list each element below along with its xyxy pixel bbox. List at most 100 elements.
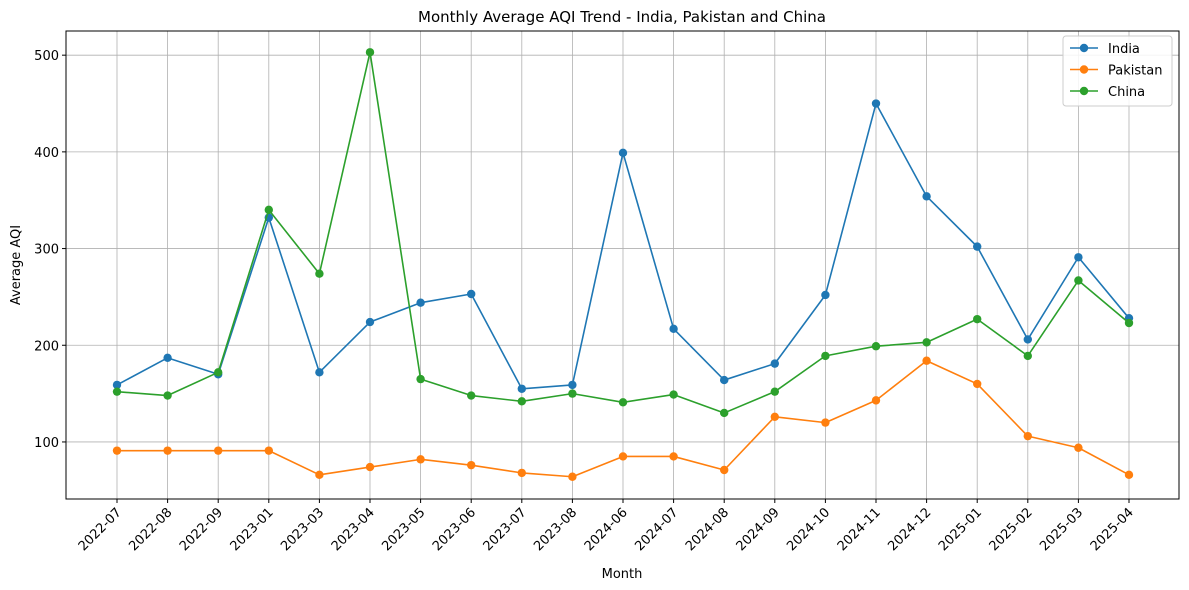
x-tick-label: 2024-11 xyxy=(835,505,884,554)
data-point-pakistan xyxy=(214,446,223,455)
y-axis: 100 200 300 400 500 xyxy=(34,49,66,451)
data-point-pakistan xyxy=(770,412,779,422)
data-point-china xyxy=(1023,351,1032,361)
x-tick-label: 2023-07 xyxy=(481,505,530,554)
data-point-india xyxy=(871,99,881,108)
data-point-india xyxy=(365,317,375,327)
x-tick-label: 2022-09 xyxy=(177,505,226,554)
x-tick-label: 2025-03 xyxy=(1037,505,1086,554)
series-china xyxy=(112,48,1134,418)
data-point-china xyxy=(1124,318,1134,328)
x-tick-label: 2024-08 xyxy=(683,505,732,554)
legend: India Pakistan China xyxy=(1062,35,1173,107)
x-tick-label: 2023-04 xyxy=(329,505,378,554)
data-point-india xyxy=(770,359,779,368)
data-point-china xyxy=(365,48,375,57)
data-point-pakistan xyxy=(264,446,273,455)
data-point-pakistan xyxy=(1023,431,1032,441)
x-tick-label: 2025-01 xyxy=(936,505,985,554)
x-tick-label: 2024-12 xyxy=(885,505,934,554)
data-point-china xyxy=(1074,276,1083,285)
data-point-india xyxy=(112,380,122,390)
data-point-china xyxy=(973,314,982,324)
chart-title: Monthly Average AQI Trend - India, Pakis… xyxy=(418,8,826,26)
data-point-china xyxy=(669,390,678,399)
data-point-pakistan xyxy=(720,465,729,475)
x-tick-label: 2025-02 xyxy=(987,505,1036,554)
legend-label: India xyxy=(1108,42,1140,57)
legend-item-china: China xyxy=(1070,85,1145,100)
x-tick-label: 2024-09 xyxy=(734,505,783,554)
x-tick-label: 2022-07 xyxy=(76,505,125,554)
data-point-pakistan xyxy=(669,452,678,461)
data-point-china xyxy=(416,374,425,384)
legend-swatch-marker xyxy=(1079,43,1089,53)
data-point-india xyxy=(922,192,931,201)
data-point-pakistan xyxy=(416,455,425,464)
data-point-pakistan xyxy=(922,356,931,365)
data-point-china xyxy=(770,387,779,396)
data-point-india xyxy=(618,148,628,158)
y-tick-label: 200 xyxy=(34,339,59,354)
data-point-pakistan xyxy=(467,460,476,470)
plot-frame xyxy=(65,30,1180,500)
data-point-china xyxy=(568,389,577,398)
y-tick-label: 500 xyxy=(34,49,59,64)
data-point-india xyxy=(568,380,577,390)
data-point-china xyxy=(163,391,172,400)
data-point-pakistan xyxy=(618,452,628,461)
legend-swatch-marker xyxy=(1079,86,1089,96)
data-point-pakistan xyxy=(1124,470,1134,480)
data-point-pakistan xyxy=(163,446,172,455)
data-point-china xyxy=(922,338,931,347)
y-tick-label: 300 xyxy=(34,243,59,258)
data-point-china xyxy=(821,351,830,361)
data-point-india xyxy=(416,298,425,307)
data-point-china xyxy=(467,391,476,400)
data-point-india xyxy=(973,242,982,251)
data-point-pakistan xyxy=(112,446,122,455)
x-tick-label: 2024-07 xyxy=(632,505,681,554)
legend-item-pakistan: Pakistan xyxy=(1070,64,1162,79)
legend-label: Pakistan xyxy=(1108,64,1162,79)
series-pakistan xyxy=(112,356,1134,481)
x-tick-label: 2024-06 xyxy=(582,505,631,554)
data-point-pakistan xyxy=(871,396,881,405)
data-point-india xyxy=(720,375,729,385)
y-axis-label: Average AQI xyxy=(9,225,24,305)
data-point-pakistan xyxy=(568,472,577,481)
data-point-pakistan xyxy=(315,470,324,480)
x-axis-label: Month xyxy=(602,567,643,582)
x-tick-label: 2023-06 xyxy=(430,505,479,554)
y-tick-label: 100 xyxy=(34,436,59,451)
data-point-china xyxy=(214,368,223,377)
x-tick-label: 2024-10 xyxy=(784,505,833,554)
data-point-china xyxy=(517,397,526,406)
data-point-india xyxy=(517,384,526,393)
x-tick-label: 2023-03 xyxy=(278,505,327,554)
legend-item-india: India xyxy=(1070,42,1140,57)
data-point-india xyxy=(1023,335,1032,344)
data-point-pakistan xyxy=(517,468,526,478)
x-tick-label: 2023-08 xyxy=(531,505,580,554)
x-tick-label: 2025-04 xyxy=(1088,505,1137,554)
x-tick-label: 2022-08 xyxy=(126,505,175,554)
data-point-pakistan xyxy=(365,462,375,472)
x-tick-label: 2023-01 xyxy=(228,505,277,554)
series-layer xyxy=(112,48,1134,481)
data-point-india xyxy=(467,289,476,299)
x-axis: 2022-07 2022-08 2022-09 2023-01 2023-03 2023-… xyxy=(76,499,1137,554)
data-point-china xyxy=(315,269,324,278)
data-point-pakistan xyxy=(1074,443,1083,452)
y-tick-label: 400 xyxy=(34,146,59,161)
data-point-china xyxy=(720,408,729,418)
data-point-china xyxy=(618,398,628,407)
legend-label: China xyxy=(1108,85,1145,100)
data-point-china xyxy=(112,387,122,396)
x-tick-label: 2023-05 xyxy=(379,505,428,554)
grid xyxy=(66,31,1179,499)
data-point-pakistan xyxy=(821,418,830,427)
data-point-india xyxy=(315,368,324,377)
data-point-china xyxy=(871,342,881,351)
